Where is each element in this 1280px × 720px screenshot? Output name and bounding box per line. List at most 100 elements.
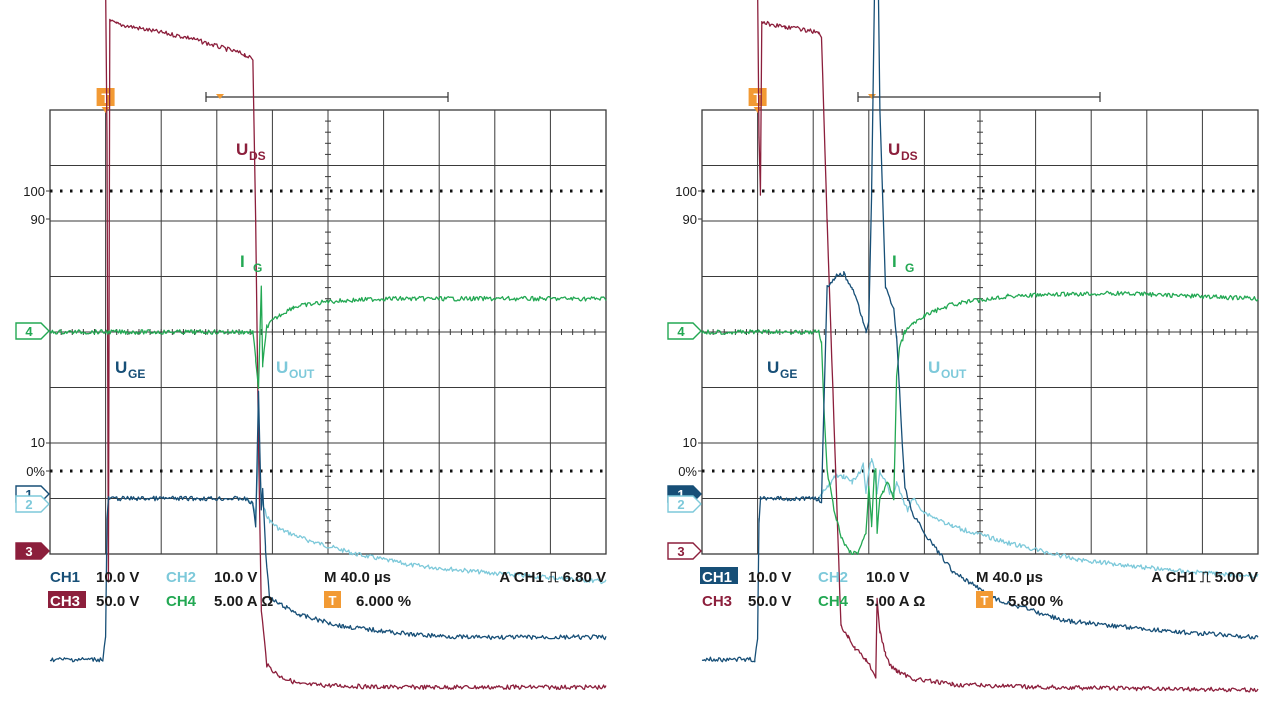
channel-marker-2: 2 [667,495,702,513]
label-uout-main: U [276,358,288,377]
channel-marker-4-shape [667,322,702,340]
readout-trigger-icon-box [324,591,341,608]
readout-trigger: A CH1 ⎍ 6.80 V [499,569,606,586]
tick-label-90: 90 [683,212,697,227]
waveform-uout [244,445,607,585]
channel-marker-2-shape [667,495,702,513]
readout-ch3-scale: 50.0 V [96,593,139,610]
channel-marker-1-label: 1 [677,487,684,502]
label-uge-sub: GE [780,367,797,381]
tick-label-0pct: 0% [678,464,697,479]
channel-marker-4-shape [15,322,50,340]
channel-marker-4: 4 [667,322,702,340]
readout-trigger-position: 6.000 % [356,593,411,610]
label-ig-main: I [240,252,245,271]
waveform-ig [701,290,1259,556]
label-uge: U GE [115,358,145,381]
trigger-box [748,88,767,106]
channel-marker-3-label: 3 [25,544,32,559]
readout-ch2-scale: 10.0 V [214,569,257,586]
ch1-highlight [700,567,738,584]
waveform-uout [818,458,1259,579]
channel-marker-2-shape [15,495,50,513]
channel-marker-3-shape [15,542,50,560]
readout-ch1-name: CH1 [50,569,80,586]
readout-ch3-name: CH3 [702,593,732,610]
readout-trigger: A CH1 ⎍ 5.00 V [1151,569,1258,586]
readout-ch2-scale: 10.0 V [866,569,909,586]
label-uge: U GE [767,358,797,381]
tick-label-100: 100 [675,184,697,199]
label-uout: U OUT [928,358,967,381]
label-uge-main: U [767,358,779,377]
readout: CH1 10.0 V CH2 10.0 V CH3 50.0 V CH4 5.00 A Ω M … [48,569,606,610]
ch3-highlight [48,591,86,608]
readout: CH1 10.0 V CH2 10.0 V CH3 50.0 V CH4 5.00 A Ω M … [700,567,1258,610]
readout-ch3-name: CH3 [50,593,80,610]
label-ig-sub: G [253,261,262,275]
channel-marker-3-shape [667,542,702,560]
tick-label-100: 100 [23,184,45,199]
channel-marker-2-label: 2 [25,497,32,512]
readout-ch1-name: CH1 [702,569,732,586]
channel-marker-4: 4 [15,322,50,340]
readout-ch3-scale: 50.0 V [748,593,791,610]
tick-label-0pct: 0% [26,464,45,479]
label-uge-sub: GE [128,367,145,381]
label-uds: U DS [888,140,918,163]
waveform-uge [701,0,1259,663]
readout-trigger-icon: T [981,593,989,608]
channel-marker-4-label: 4 [677,324,685,339]
channel-marker-4-label: 4 [25,324,33,339]
label-ig-main: I [892,252,897,271]
channel-marker-3: 3 [15,542,50,560]
trigger-marker: T [96,88,115,113]
label-ig-sub: G [905,261,914,275]
label-uout-main: U [928,358,940,377]
label-uds-main: U [888,140,900,159]
readout-ch4-scale: 5.00 A Ω [866,593,925,610]
readout-ch4-name: CH4 [166,593,197,610]
label-uds-sub: DS [901,149,918,163]
channel-marker-1-label: 1 [25,487,32,502]
label-uds-sub: DS [249,149,266,163]
tick-label-10: 10 [31,435,45,450]
readout-ch2-name: CH2 [818,569,848,586]
readout-trigger-icon-box [976,591,993,608]
channel-marker-3: 3 [667,542,702,560]
readout-ch4-name: CH4 [818,593,849,610]
tick-label-90: 90 [31,212,45,227]
label-uds: U DS [236,140,266,163]
record-position-marker [868,94,876,99]
waveform-uds [757,0,1259,693]
waveform-uge [49,390,607,663]
readout-ch1-scale: 10.0 V [748,569,791,586]
readout-timebase: M 40.0 µs [324,569,391,586]
channel-marker-2-label: 2 [677,497,684,512]
label-uout: U OUT [276,358,315,381]
waveform-uds [105,0,607,691]
readout-ch1-scale: 10.0 V [96,569,139,586]
readout-trigger-position: 5.800 % [1008,593,1063,610]
trigger-arrow [101,107,110,113]
trigger-marker: T [748,88,767,113]
readout-ch2-name: CH2 [166,569,196,586]
record-position-marker [216,94,224,99]
label-uout-sub: OUT [289,367,315,381]
readout-trigger-icon: T [329,593,337,608]
label-uout-sub: OUT [941,367,967,381]
channel-marker-2: 2 [15,495,50,513]
channel-marker-3-label: 3 [677,544,684,559]
trigger-arrow [753,107,762,113]
trigger-icon: T [101,90,110,106]
tick-label-10: 10 [683,435,697,450]
readout-timebase: M 40.0 µs [976,569,1043,586]
readout-ch4-scale: 5.00 A Ω [214,593,273,610]
waveform-ig [49,285,607,390]
trigger-icon: T [753,90,762,106]
